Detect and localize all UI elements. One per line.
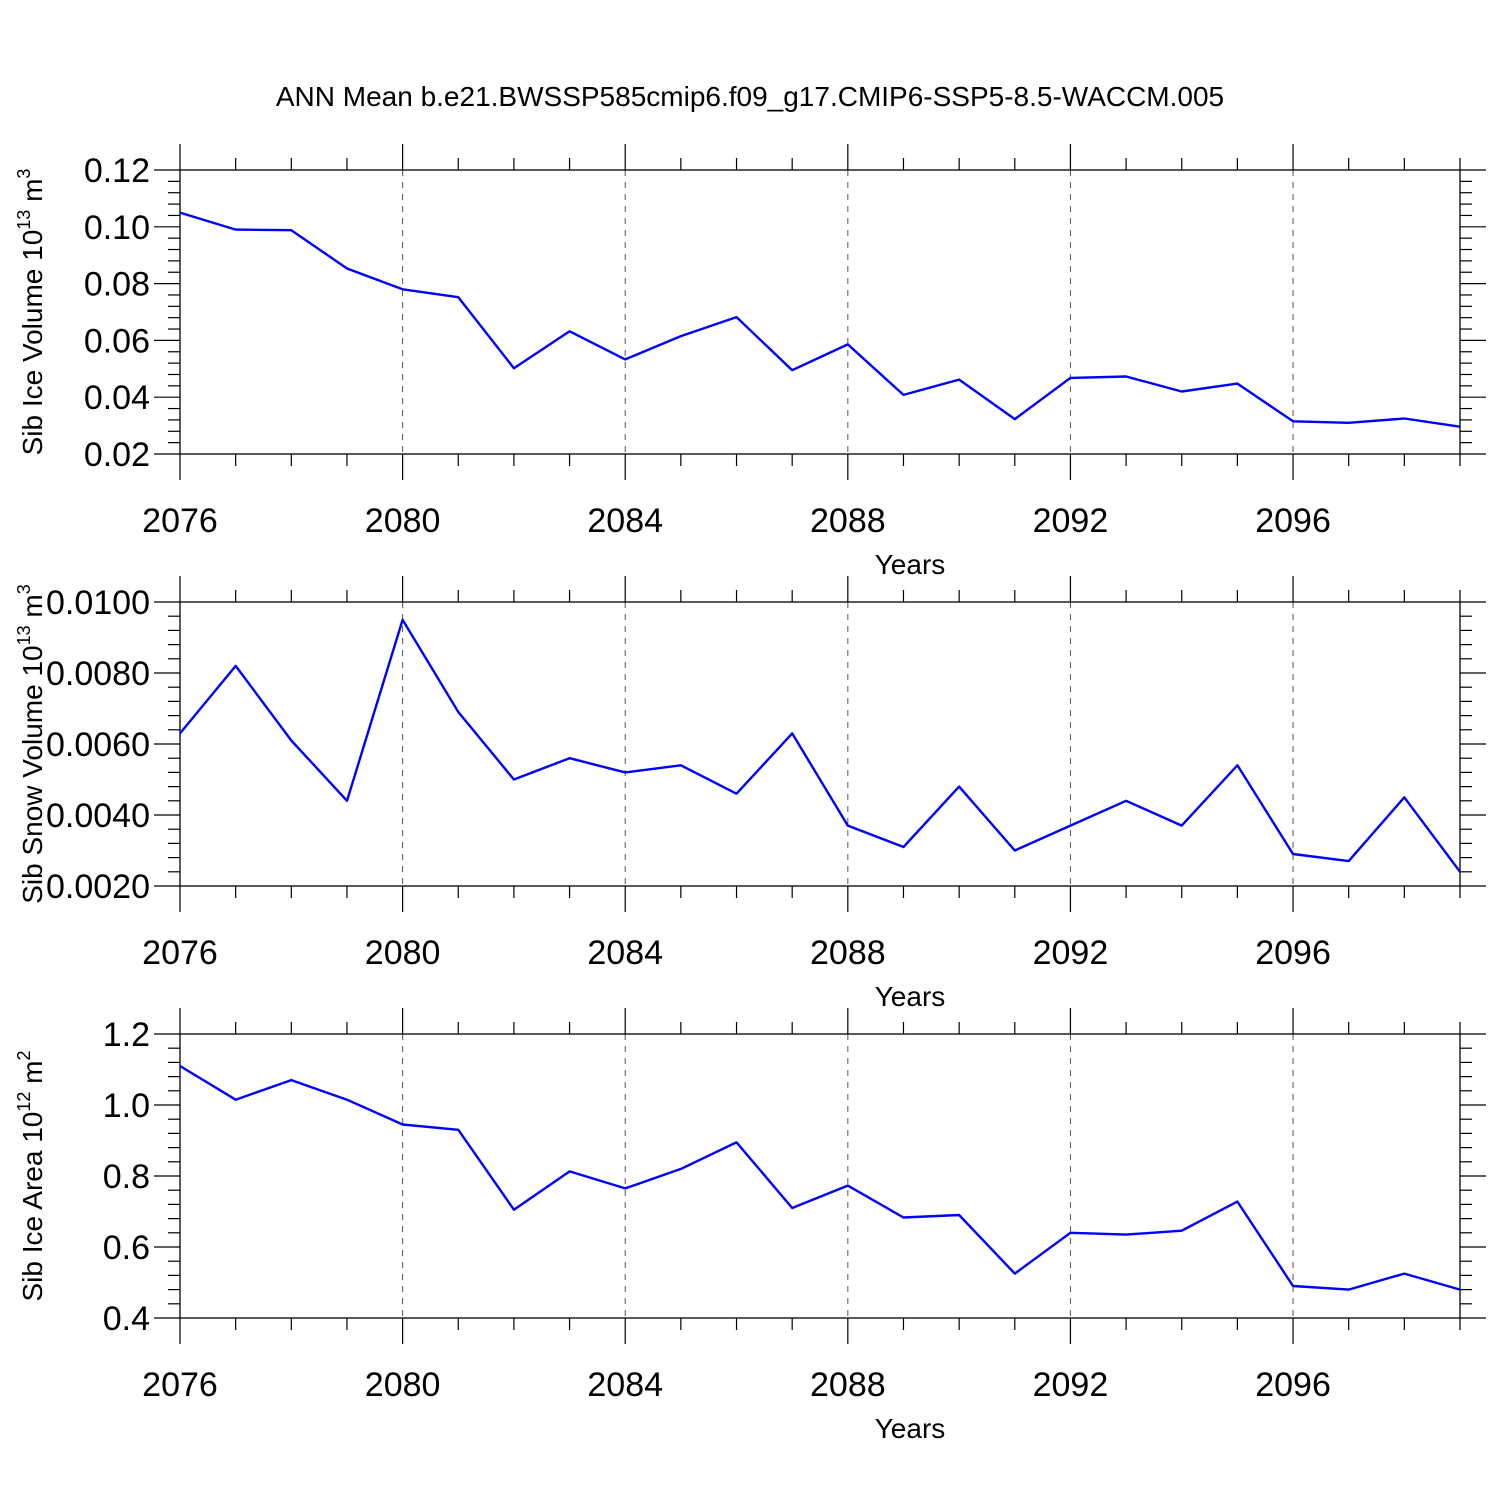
x-axis-label: Years	[875, 1413, 946, 1444]
y-tick-label: 0.0020	[46, 868, 150, 906]
x-tick-label: 2096	[1255, 502, 1331, 540]
plot-frame	[179, 169, 1461, 455]
y-axis-label: Sib Ice Area 1012 m2	[14, 1050, 48, 1301]
x-tick-label: 2092	[1033, 1366, 1109, 1404]
y-tick-label: 0.0100	[46, 584, 150, 622]
series-line	[180, 618, 1460, 873]
panel-3: 2076 2080 2084 2088 2092 2096 0.4 0.6 0.8 1.0 1.2 Y…	[14, 1008, 1486, 1444]
x-tick-label: 2088	[810, 934, 886, 972]
y-tick-label: 1.2	[103, 1016, 150, 1054]
plot-frame	[179, 601, 1461, 887]
x-tick-label: 2096	[1255, 1366, 1331, 1404]
x-tick-label: 2080	[365, 1366, 441, 1404]
x-tick-label: 2088	[810, 1366, 886, 1404]
panel-1: 2076 2080 2084 2088 2092 2096 0.02 0.04 0.06 0.08…	[14, 144, 1486, 580]
y-tick-label: 0.0060	[46, 726, 150, 764]
x-tick-label: 2084	[587, 1366, 663, 1404]
y-tick-label: 0.0040	[46, 797, 150, 835]
y-tick-label: 0.06	[84, 322, 150, 360]
x-tick-label: 2084	[587, 934, 663, 972]
series-line	[180, 1064, 1460, 1291]
y-axis-label: Sib Snow Volume 1013 m3	[14, 584, 48, 904]
x-axis-label: Years	[875, 981, 946, 1012]
x-tick-label: 2096	[1255, 934, 1331, 972]
y-tick-label: 0.12	[84, 152, 150, 190]
x-tick-label: 2092	[1033, 934, 1109, 972]
x-tick-label: 2088	[810, 502, 886, 540]
y-tick-label: 0.4	[103, 1300, 150, 1338]
x-tick-label: 2084	[587, 502, 663, 540]
y-tick-label: 0.0080	[46, 655, 150, 693]
series-line	[180, 211, 1460, 428]
plot-frame	[179, 1033, 1461, 1319]
y-tick-label: 0.6	[103, 1229, 150, 1267]
x-tick-label: 2092	[1033, 502, 1109, 540]
x-tick-label: 2080	[365, 934, 441, 972]
x-tick-label: 2076	[142, 1366, 218, 1404]
y-tick-label: 0.08	[84, 266, 150, 304]
y-tick-label: 1.0	[103, 1087, 150, 1125]
y-tick-label: 0.02	[84, 436, 150, 474]
x-tick-label: 2076	[142, 502, 218, 540]
panel-2: 2076 2080 2084 2088 2092 2096 0.0020 0.0040 0.00…	[14, 576, 1486, 1012]
y-axis-label: Sib Ice Volume 1013 m3	[14, 169, 48, 456]
y-tick-label: 0.04	[84, 379, 150, 417]
x-tick-label: 2080	[365, 502, 441, 540]
x-tick-label: 2076	[142, 934, 218, 972]
y-tick-label: 0.10	[84, 209, 150, 247]
figure-title: ANN Mean b.e21.BWSSP585cmip6.f09_g17.CMI…	[276, 81, 1224, 112]
y-tick-label: 0.8	[103, 1158, 150, 1196]
x-axis-label: Years	[875, 549, 946, 580]
